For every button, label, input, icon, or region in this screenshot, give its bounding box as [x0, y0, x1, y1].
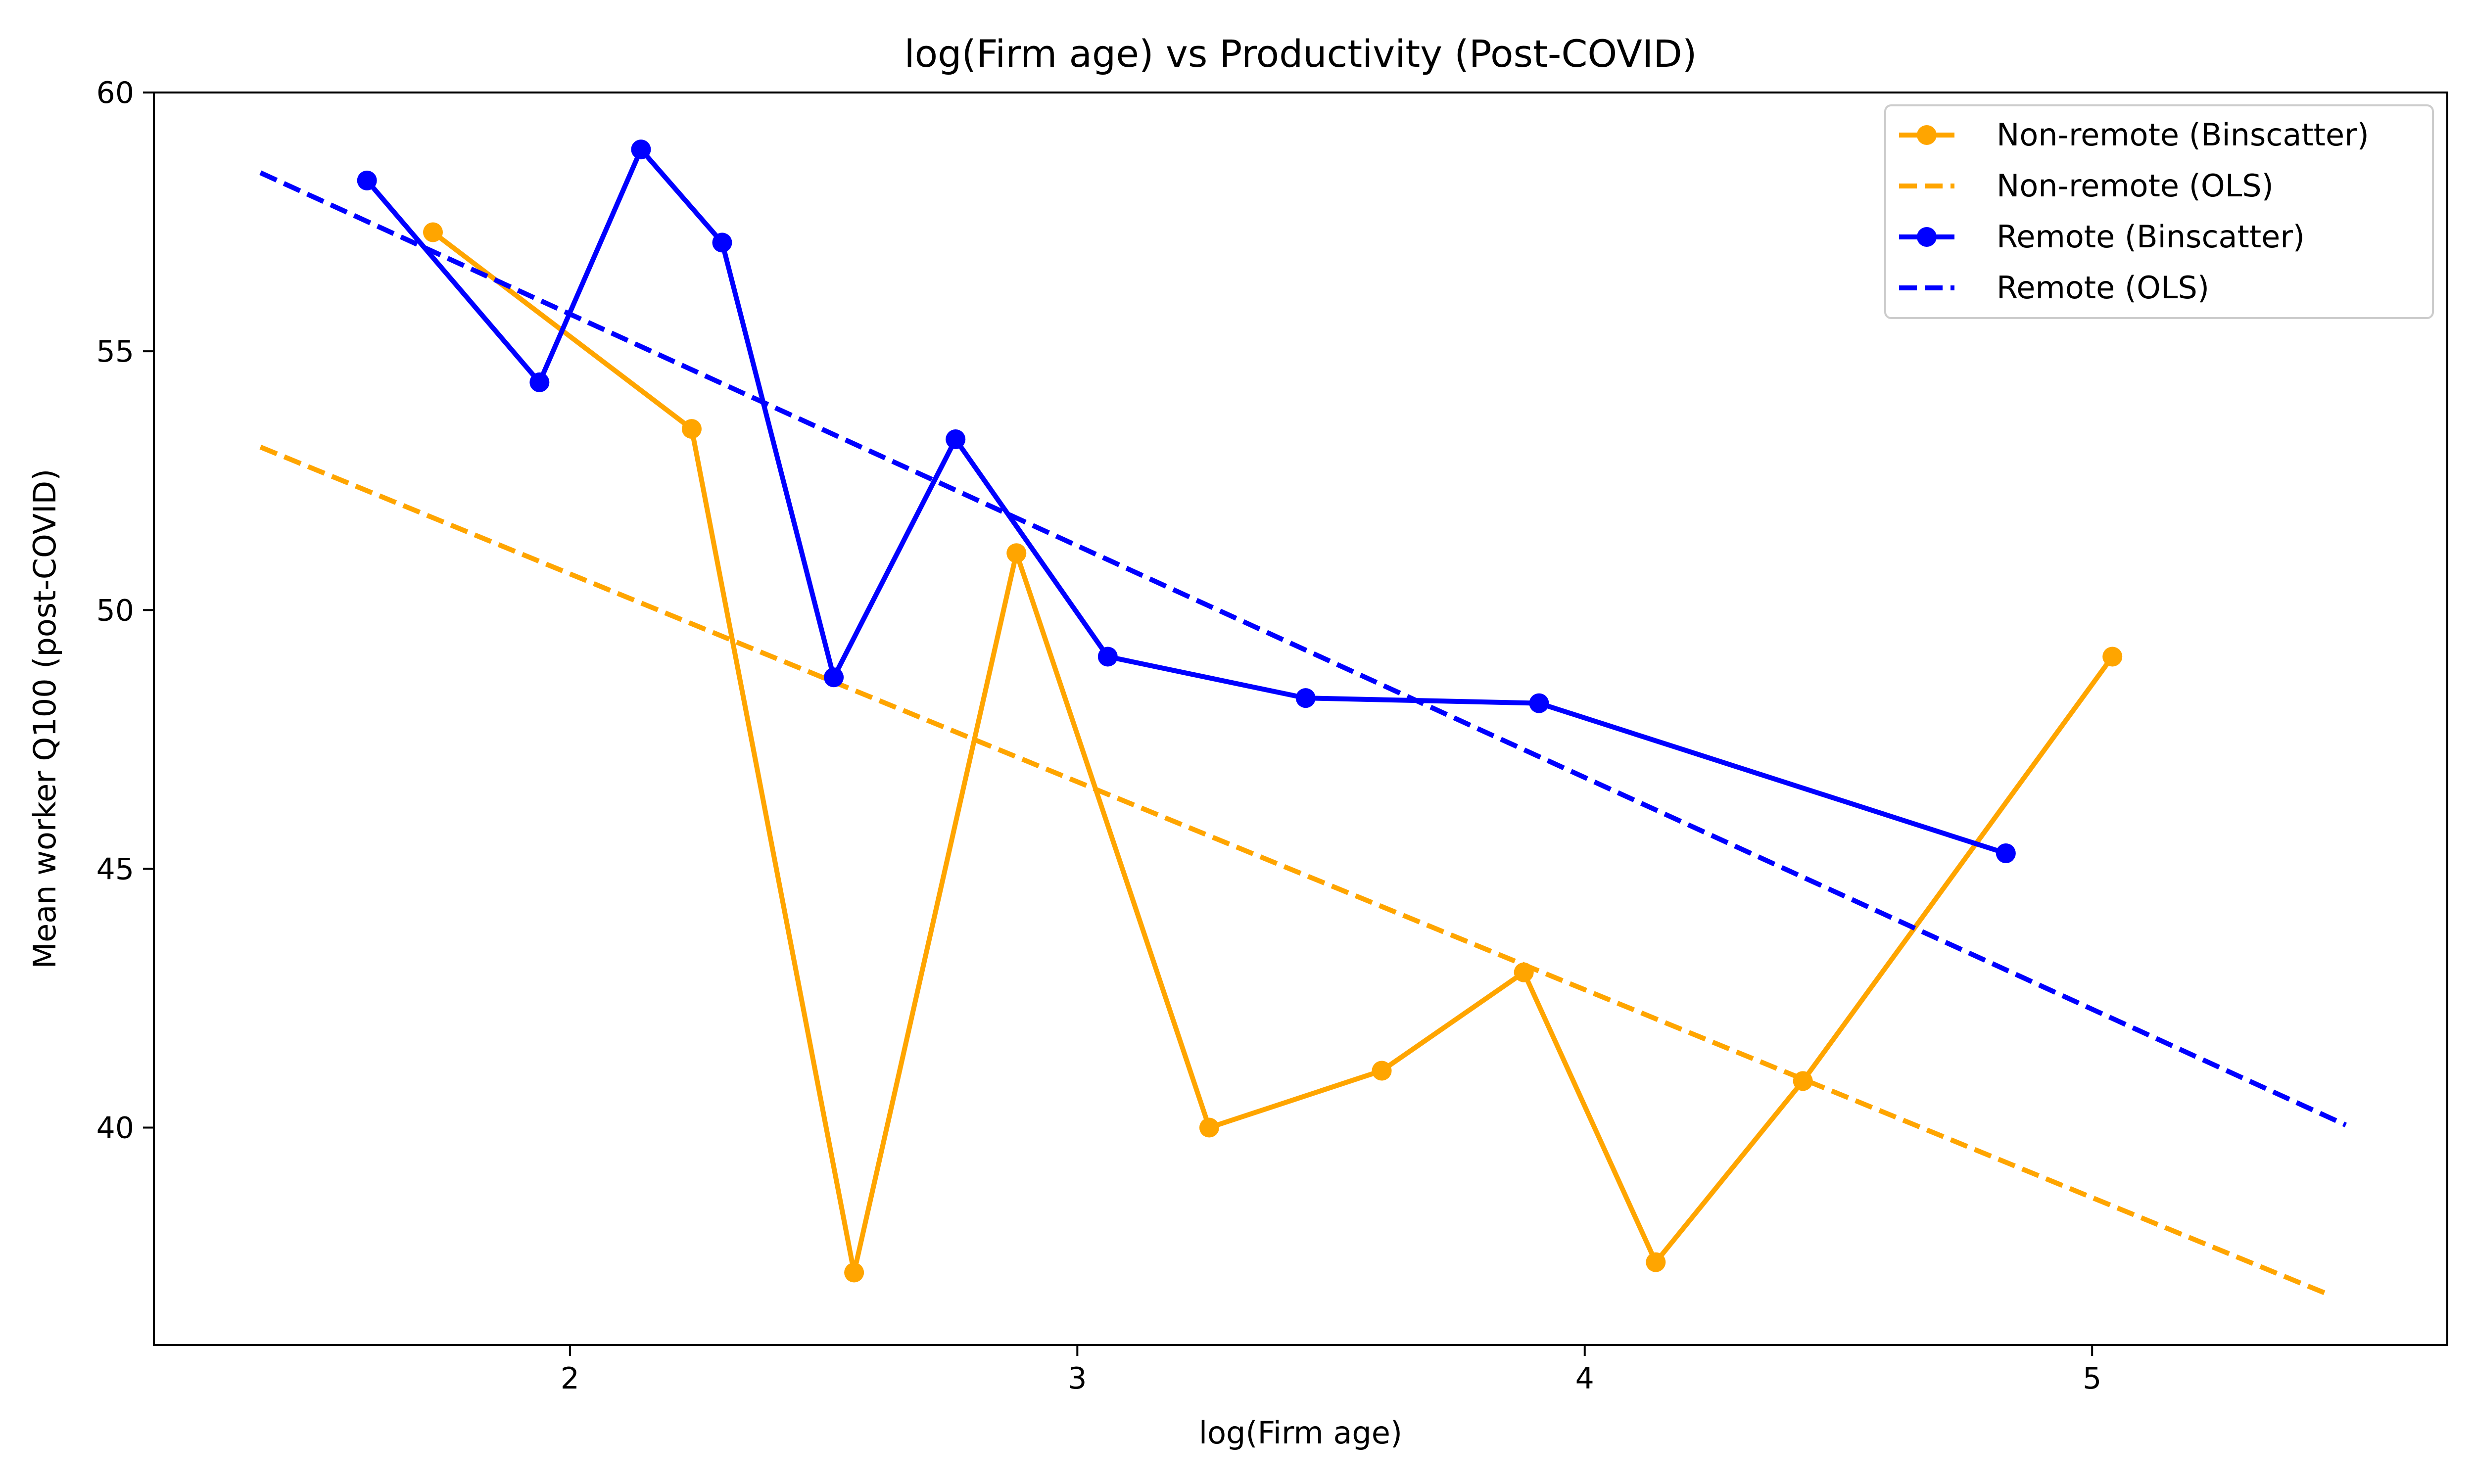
series-line-non-remote-ols — [259, 445, 2327, 1296]
legend-label-non-remote-ols: Non-remote (OLS) — [1997, 168, 2274, 204]
y-axis-label: Mean worker Q100 (post-COVID) — [27, 469, 63, 969]
y-tick-label: 45 — [96, 852, 134, 886]
x-axis-label: log(Firm age) — [1199, 1415, 1402, 1451]
data-point-remote-binscatter — [946, 429, 966, 450]
data-point-remote-binscatter — [631, 139, 651, 160]
plot-marks — [259, 139, 2347, 1296]
plot-area-frame — [153, 92, 2448, 1346]
data-point-remote-binscatter — [1996, 843, 2016, 864]
y-tick-label: 50 — [96, 593, 134, 628]
data-point-non-remote-binscatter — [1199, 1117, 1219, 1138]
series-line-remote-ols — [259, 170, 2347, 1127]
legend-label-remote-ols: Remote (OLS) — [1997, 270, 2209, 306]
y-tick-label: 60 — [96, 76, 134, 110]
series-line-remote-binscatter — [365, 147, 2007, 856]
x-tick-label: 2 — [561, 1361, 579, 1396]
data-point-remote-binscatter — [712, 232, 732, 253]
data-point-non-remote-binscatter — [1006, 543, 1027, 563]
x-tick-label: 5 — [2083, 1361, 2101, 1396]
x-tick-label: 3 — [1068, 1361, 1087, 1396]
data-point-remote-binscatter — [1097, 647, 1118, 667]
y-tick-label: 40 — [96, 1111, 134, 1146]
legend-label-non-remote-binscatter: Non-remote (Binscatter) — [1997, 117, 2369, 153]
legend-box — [1884, 104, 2434, 319]
data-point-remote-binscatter — [1295, 688, 1316, 708]
data-point-non-remote-binscatter — [1372, 1061, 1392, 1081]
legend-marker-remote-binscatter — [1917, 227, 1937, 247]
legend: Non-remote (Binscatter) Non-remote (OLS) R… — [1884, 104, 2434, 319]
data-point-non-remote-binscatter — [1646, 1252, 1666, 1272]
series-line-non-remote-binscatter — [431, 230, 2115, 1275]
legend-label-remote-binscatter: Remote (Binscatter) — [1997, 219, 2305, 255]
data-point-remote-binscatter — [357, 170, 377, 190]
data-point-non-remote-binscatter — [681, 419, 702, 439]
data-point-non-remote-binscatter — [844, 1262, 864, 1283]
x-tick-label: 4 — [1575, 1361, 1594, 1396]
y-tick-label: 55 — [96, 334, 134, 369]
data-point-non-remote-binscatter — [2102, 647, 2123, 667]
data-point-remote-binscatter — [1529, 693, 1549, 713]
legend-marker-non-remote-binscatter — [1917, 125, 1937, 145]
chart-title: log(Firm age) vs Productivity (Post-COVI… — [904, 32, 1697, 76]
data-point-remote-binscatter — [529, 372, 550, 392]
data-point-non-remote-binscatter — [423, 222, 443, 242]
data-point-remote-binscatter — [824, 667, 844, 688]
